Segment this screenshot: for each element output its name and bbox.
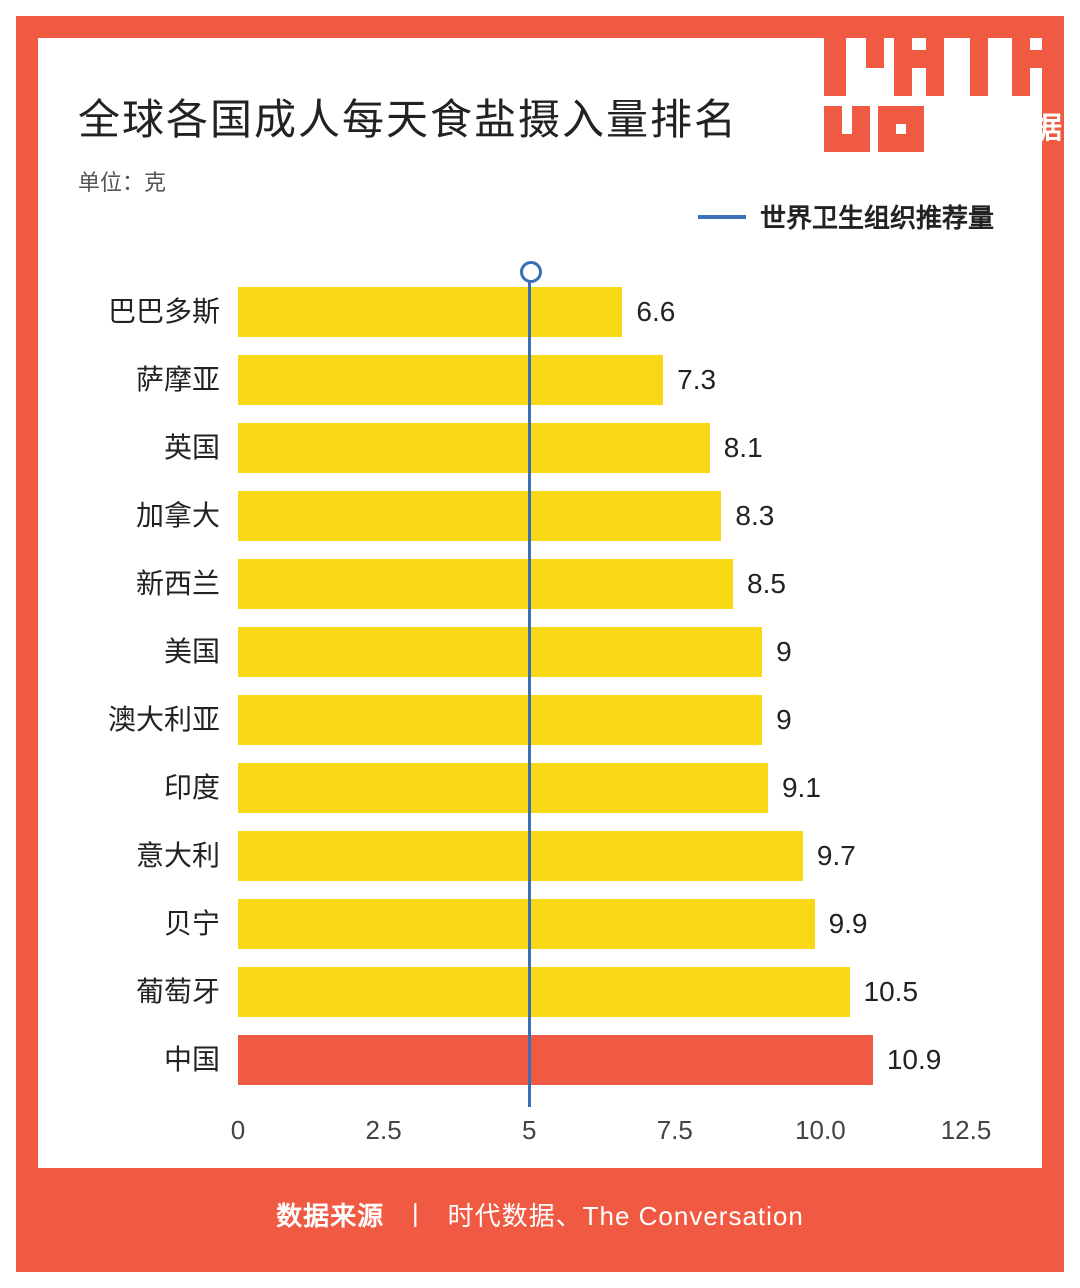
x-tick-label: 5	[522, 1115, 536, 1146]
bar-value-label: 10.9	[873, 1044, 942, 1076]
bar-category-label: 葡萄牙	[136, 967, 238, 1017]
bar-chart: 巴巴多斯6.6萨摩亚7.3英国8.1加拿大8.3新西兰8.5美国9澳大利亚9印度…	[78, 257, 1002, 1157]
bar-value-label: 10.5	[850, 976, 919, 1008]
bar-row: 英国8.1	[238, 423, 966, 473]
bar	[238, 831, 803, 881]
bar-value-label: 9.1	[768, 772, 821, 804]
bar	[238, 355, 663, 405]
x-tick-label: 2.5	[366, 1115, 402, 1146]
bar-category-label: 萨摩亚	[136, 355, 238, 405]
bar-row: 新西兰8.5	[238, 559, 966, 609]
bar-value-label: 9.7	[803, 840, 856, 872]
bar-value-label: 6.6	[622, 296, 675, 328]
bar-category-label: 澳大利亚	[108, 695, 238, 745]
footer-source-text: 时代数据、The Conversation	[448, 1201, 804, 1231]
bar-category-label: 印度	[164, 763, 238, 813]
x-tick-label: 0	[231, 1115, 245, 1146]
x-axis: 02.557.510.012.5	[238, 1115, 966, 1145]
legend-line-icon	[698, 215, 746, 219]
outer-frame: 时代数据 全球各国成人每天食盐摄入量排名 单位：克 世界卫生组织推荐量 巴巴多斯…	[16, 16, 1064, 1272]
bar-row: 意大利9.7	[238, 831, 966, 881]
bar-value-label: 8.1	[710, 432, 763, 464]
bar	[238, 695, 762, 745]
footer-sep: 丨	[402, 1201, 429, 1231]
bar-category-label: 英国	[164, 423, 238, 473]
bar-category-label: 中国	[164, 1035, 238, 1085]
legend-label: 世界卫生组织推荐量	[760, 198, 994, 235]
bar-category-label: 新西兰	[136, 559, 238, 609]
bar	[238, 763, 768, 813]
x-tick-label: 12.5	[941, 1115, 992, 1146]
footer-source: 数据来源 丨 时代数据、The Conversation	[38, 1196, 1042, 1233]
bar-row: 中国10.9	[238, 1035, 966, 1085]
bar-category-label: 加拿大	[136, 491, 238, 541]
bar-category-label: 贝宁	[164, 899, 238, 949]
x-tick-label: 10.0	[795, 1115, 846, 1146]
bar-row: 葡萄牙10.5	[238, 967, 966, 1017]
bar-category-label: 意大利	[136, 831, 238, 881]
bar	[238, 1035, 873, 1085]
legend: 世界卫生组织推荐量	[698, 198, 994, 235]
plot-area: 巴巴多斯6.6 萨摩亚7.3 英国8.1 加拿大8.3 新西兰8.5 美国9 澳大利亚9 印度…	[238, 287, 966, 1107]
bar	[238, 491, 721, 541]
bar-row: 澳大利亚9	[238, 695, 966, 745]
logo-subtext: 时代数据	[942, 112, 1062, 145]
reference-line	[528, 271, 531, 1107]
chart-panel: 全球各国成人每天食盐摄入量排名 单位：克 世界卫生组织推荐量 巴巴多斯6.6萨摩…	[38, 38, 1042, 1168]
bar	[238, 287, 622, 337]
reference-marker-icon	[520, 261, 542, 283]
bar-value-label: 7.3	[663, 364, 716, 396]
bar	[238, 559, 733, 609]
footer-label: 数据来源	[276, 1201, 384, 1231]
bar-row: 印度9.1	[238, 763, 966, 813]
bar-row: 加拿大8.3	[238, 491, 966, 541]
bar-value-label: 8.3	[721, 500, 774, 532]
bar-row: 巴巴多斯6.6	[238, 287, 966, 337]
bar-value-label: 9.9	[815, 908, 868, 940]
bar-row: 贝宁9.9	[238, 899, 966, 949]
unit-label: 单位：克	[78, 165, 1002, 197]
bar	[238, 967, 850, 1017]
bar	[238, 423, 710, 473]
bar-category-label: 巴巴多斯	[108, 287, 238, 337]
bar-value-label: 9	[762, 704, 792, 736]
bar-value-label: 9	[762, 636, 792, 668]
bar-row: 美国9	[238, 627, 966, 677]
bar-value-label: 8.5	[733, 568, 786, 600]
bar-row: 萨摩亚7.3	[238, 355, 966, 405]
bar	[238, 627, 762, 677]
brand-logo: 时代数据	[814, 10, 1064, 160]
bar	[238, 899, 815, 949]
x-tick-label: 7.5	[657, 1115, 693, 1146]
bar-category-label: 美国	[164, 627, 238, 677]
